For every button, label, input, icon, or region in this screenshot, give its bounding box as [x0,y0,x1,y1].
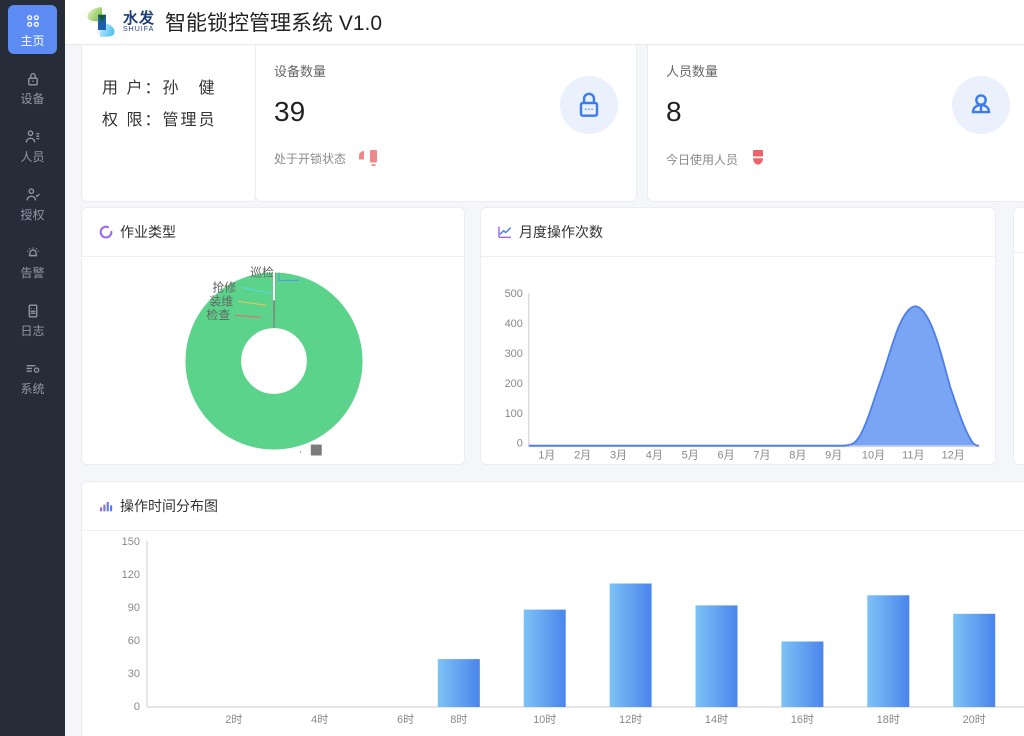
svg-text:9月: 9月 [825,450,842,462]
svg-text:20时: 20时 [963,713,986,726]
svg-text:10月: 10月 [862,450,885,462]
svg-text:300: 300 [505,348,523,360]
svg-text:100: 100 [505,408,523,420]
svg-text:装维: 装维 [209,294,233,308]
svg-text:8月: 8月 [789,450,806,462]
svg-text:5月: 5月 [682,450,699,462]
svg-text:60: 60 [128,635,140,647]
svg-text:10时: 10时 [533,713,556,726]
svg-text:3月: 3月 [610,450,627,462]
svg-text:18时: 18时 [877,713,900,726]
svg-text:8时: 8时 [450,713,467,726]
svg-text:.: . [299,444,302,456]
svg-text:12月: 12月 [942,450,965,462]
svg-text:0: 0 [134,701,140,713]
svg-text:16时: 16时 [791,713,814,726]
svg-text:4时: 4时 [311,713,328,726]
svg-text:0: 0 [517,438,523,450]
svg-text:4月: 4月 [646,450,663,462]
svg-text:6时: 6时 [397,713,414,726]
svg-text:200: 200 [505,378,523,390]
svg-text:12时: 12时 [619,713,642,726]
svg-text:1月: 1月 [538,450,555,462]
svg-text:11月: 11月 [902,450,924,462]
svg-text:巡检: 巡检 [250,265,274,279]
svg-text:14时: 14时 [705,713,728,726]
svg-text:7月: 7月 [753,450,770,462]
svg-text:2时: 2时 [225,713,242,726]
svg-text:2月: 2月 [574,450,591,462]
svg-text:400: 400 [505,318,523,330]
svg-text:500: 500 [505,288,523,300]
svg-text:90: 90 [128,602,140,614]
svg-text:抢修: 抢修 [212,280,236,294]
svg-text:120: 120 [122,569,140,581]
svg-text:30: 30 [128,668,140,680]
svg-text:6月: 6月 [718,450,735,462]
svg-text:150: 150 [122,536,140,548]
svg-text:检查: 检查 [206,308,230,322]
